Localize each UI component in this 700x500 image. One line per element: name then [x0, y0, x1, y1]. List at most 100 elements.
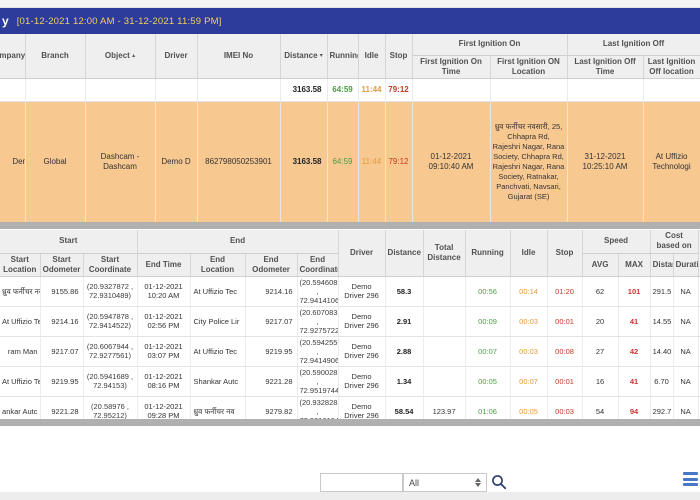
cell-start-odometer: 9219.95: [40, 366, 84, 397]
col-speed-max[interactable]: MAX: [618, 253, 651, 277]
detail-row[interactable]: At Uffizio Tec 9214.16 (20.5947878 , 72.…: [0, 306, 700, 337]
cell-idle: 00:05: [510, 396, 548, 419]
col-end-location[interactable]: End Location: [190, 253, 246, 277]
col-stop[interactable]: Stop: [385, 34, 413, 79]
cell-speed-max: 94: [618, 396, 651, 419]
col-detail-driver[interactable]: Driver: [338, 230, 386, 277]
cell-start-coordinate: (20.9327872 , 72.9310489): [83, 276, 138, 307]
cell-stop: 00:01: [547, 306, 583, 337]
filter-select-value: All: [409, 477, 420, 488]
col-end-coordinate[interactable]: End Coordinate: [297, 253, 339, 277]
col-object[interactable]: Object ▴: [85, 34, 156, 79]
col-cost-duration[interactable]: Duration: [673, 253, 699, 277]
cell-speed-avg: 16: [582, 366, 619, 397]
detail-row[interactable]: ram Man 9217.07 (20.6067944 , 72.9277561…: [0, 336, 700, 367]
cell-idle: 00:14: [510, 276, 548, 307]
cell-running: 64:59: [327, 101, 359, 222]
col-total-distance[interactable]: Total Distance: [423, 230, 466, 277]
cell-object: Dashcam - Dashcam: [85, 101, 156, 222]
cell-total-distance: [423, 306, 466, 337]
cell-speed-avg: 54: [582, 396, 619, 419]
search-input[interactable]: [320, 473, 403, 492]
horizontal-scrollbar-detail[interactable]: [0, 419, 700, 426]
col-end-time[interactable]: End Time: [137, 253, 191, 277]
cell-idle: 11:44: [358, 101, 386, 222]
col-imei[interactable]: IMEI No: [197, 34, 281, 79]
cell-driver: Demo Driver 296: [338, 396, 386, 419]
colgroup-last-ignition-off: Last Ignition Off: [567, 34, 700, 56]
col-company[interactable]: Company: [0, 34, 26, 79]
cell-start-odometer: 9155.86: [40, 276, 84, 307]
cell-cost-distance: 14.40: [650, 336, 674, 367]
cell-driver: Demo Driver 296: [338, 276, 386, 307]
cell-first-ignition-location: ध्रुव फर्नीचर नवसारी, 25, Chhapra Rd, Ra…: [490, 101, 568, 222]
cell-speed-max: 41: [618, 366, 651, 397]
total-stop: 79:12: [385, 78, 413, 102]
cell-driver: Demo Driver 296: [338, 336, 386, 367]
cell-cost-duration: NA: [673, 306, 699, 337]
cell-start-odometer: 9214.16: [40, 306, 84, 337]
cell-end-time: 01-12-2021 10:20 AM: [137, 276, 191, 307]
cell-total-distance: [423, 336, 466, 367]
col-distance[interactable]: Distance ▾: [280, 34, 328, 79]
col-cost-distance[interactable]: Distance: [650, 253, 674, 277]
col-start-coordinate[interactable]: Start Coordinate: [83, 253, 138, 277]
footer-bar: All: [0, 427, 700, 492]
cell-cost-distance: 291.5: [650, 276, 674, 307]
col-speed-avg[interactable]: AVG: [582, 253, 619, 277]
cell-end-time: 01-12-2021 02:56 PM: [137, 306, 191, 337]
report-title-bar: y [01-12-2021 12:00 AM - 31-12-2021 11:5…: [0, 8, 700, 34]
cell-driver: Demo Driver 296: [338, 366, 386, 397]
col-running[interactable]: Running: [327, 34, 359, 79]
cell-stop: 01:20: [547, 276, 583, 307]
col-last-ignition-time[interactable]: Last Ignition Off Time: [567, 55, 644, 79]
col-detail-running[interactable]: Running: [465, 230, 511, 277]
horizontal-scrollbar-summary[interactable]: [0, 222, 700, 229]
summary-table: Company Branch Object ▴ Driver IMEI No D…: [0, 34, 700, 222]
col-driver[interactable]: Driver: [155, 34, 198, 79]
cell-running: 00:09: [465, 306, 511, 337]
col-idle[interactable]: Idle: [358, 34, 386, 79]
cell-speed-max: 42: [618, 336, 651, 367]
cell-end-coordinate: (20.5946089 , 72.9414106): [297, 276, 339, 307]
cell-running: 00:56: [465, 276, 511, 307]
cell-driver: Demo Driver 296: [338, 306, 386, 337]
detail-row[interactable]: At Uffizio Tec 9219.95 (20.5941689 , 72.…: [0, 366, 700, 397]
cell-end-coordinate: (20.5942556 , 72.9414906): [297, 336, 339, 367]
col-last-ignition-location[interactable]: Last Ignition Off location: [643, 55, 700, 79]
col-detail-distance[interactable]: Distance: [385, 230, 424, 277]
cell-end-odometer: 9279.82: [245, 396, 298, 419]
cell-idle: 00:07: [510, 366, 548, 397]
filter-select[interactable]: All: [403, 473, 487, 492]
cell-speed-avg: 62: [582, 276, 619, 307]
cell-end-coordinate: (20.9328283 , 72.9310194): [297, 396, 339, 419]
cell-distance: 1.34: [385, 366, 424, 397]
col-end-odometer[interactable]: End Odometer: [245, 253, 298, 277]
cell-end-location: City Police Lir: [190, 306, 246, 337]
cell-start-coordinate: (20.6067944 , 72.9277561): [83, 336, 138, 367]
col-branch[interactable]: Branch: [25, 34, 86, 79]
detail-row[interactable]: ankar Autc 9221.28 (20.58976 , 72.95212)…: [0, 396, 700, 419]
col-start-location[interactable]: Start Location: [0, 253, 41, 277]
colgroup-speed: Speed: [582, 230, 651, 254]
col-first-ignition-location[interactable]: First Ignition ON Location: [490, 55, 568, 79]
cell-end-location: At Uffizio Tec: [190, 276, 246, 307]
summary-totals-row: 3163.58 64:59 11:44 79:12: [0, 78, 700, 102]
cell-end-location: At Uffizio Tec: [190, 336, 246, 367]
cell-stop: 79:12: [385, 101, 413, 222]
cell-cost-duration: NA: [673, 366, 699, 397]
cell-end-coordinate: (20.6070833 , 72.9275722): [297, 306, 339, 337]
cell-end-odometer: 9221.28: [245, 366, 298, 397]
col-first-ignition-time[interactable]: First Ignition On Time: [412, 55, 491, 79]
detail-row[interactable]: ध्रुव फर्नीचर नव 9155.86 (20.9327872 , 7…: [0, 276, 700, 307]
col-detail-idle[interactable]: Idle: [510, 230, 548, 277]
cell-cost-distance: 14.55: [650, 306, 674, 337]
cell-stop: 00:01: [547, 366, 583, 397]
cell-running: 01:06: [465, 396, 511, 419]
col-start-odometer[interactable]: Start Odometer: [40, 253, 84, 277]
search-icon[interactable]: [491, 474, 507, 490]
summary-data-row[interactable]: Demo Global Dashcam - Dashcam Demo D 862…: [0, 101, 700, 222]
col-detail-stop[interactable]: Stop: [547, 230, 583, 277]
menu-icon[interactable]: [683, 472, 698, 486]
cell-end-odometer: 9214.16: [245, 276, 298, 307]
